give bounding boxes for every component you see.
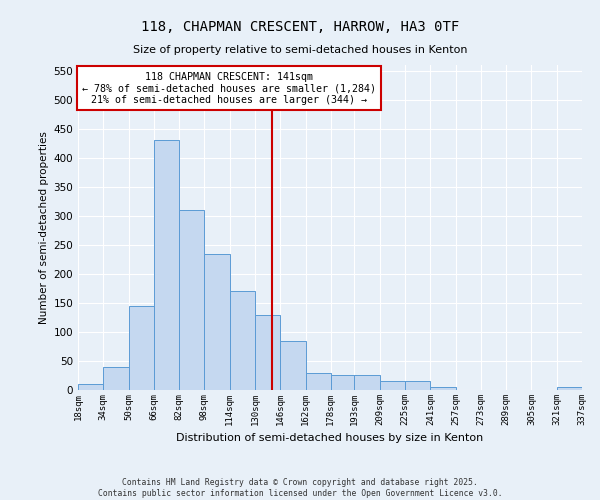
Bar: [305, 372, 331, 390]
Bar: [179, 210, 205, 390]
Bar: [78, 384, 103, 390]
Text: 118, CHAPMAN CRESCENT, HARROW, HA3 0TF: 118, CHAPMAN CRESCENT, HARROW, HA3 0TF: [141, 20, 459, 34]
Bar: [280, 340, 305, 390]
Bar: [430, 387, 455, 390]
Bar: [230, 292, 255, 390]
Bar: [557, 387, 582, 390]
Bar: [331, 376, 356, 390]
Bar: [355, 376, 380, 390]
Text: Size of property relative to semi-detached houses in Kenton: Size of property relative to semi-detach…: [133, 45, 467, 55]
Y-axis label: Number of semi-detached properties: Number of semi-detached properties: [39, 131, 49, 324]
Bar: [128, 306, 154, 390]
Bar: [154, 140, 179, 390]
Bar: [103, 367, 128, 390]
Text: 118 CHAPMAN CRESCENT: 141sqm
← 78% of semi-detached houses are smaller (1,284)
2: 118 CHAPMAN CRESCENT: 141sqm ← 78% of se…: [82, 72, 376, 104]
Text: Contains HM Land Registry data © Crown copyright and database right 2025.
Contai: Contains HM Land Registry data © Crown c…: [98, 478, 502, 498]
Bar: [255, 314, 280, 390]
Bar: [205, 254, 230, 390]
X-axis label: Distribution of semi-detached houses by size in Kenton: Distribution of semi-detached houses by …: [176, 434, 484, 444]
Bar: [405, 382, 430, 390]
Bar: [380, 382, 405, 390]
